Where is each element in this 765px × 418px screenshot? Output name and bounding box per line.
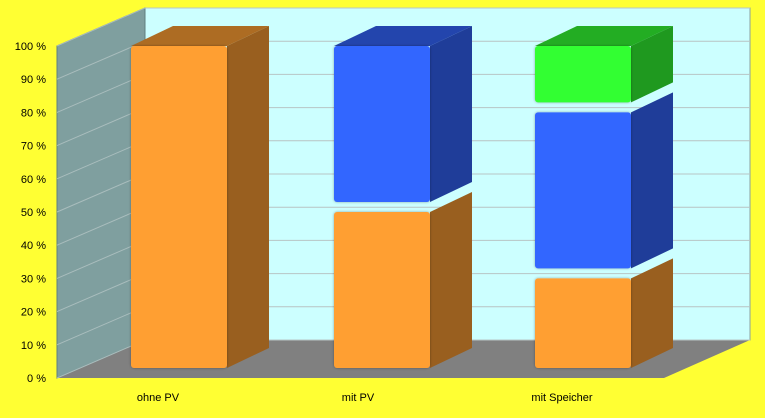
bar-side-face [631, 258, 673, 368]
y-tick-label: 80 % [21, 107, 46, 119]
y-tick-label: 100 % [15, 41, 46, 53]
bar-segment [334, 46, 430, 202]
bar-side-face [430, 192, 472, 368]
y-tick-label: 40 % [21, 240, 46, 252]
bar-segment [131, 46, 227, 368]
bar-segment [334, 212, 430, 368]
x-category-label: mit Speicher [531, 392, 592, 404]
gridline-side [56, 306, 146, 346]
bar-segment [535, 46, 631, 103]
gridline-side [56, 173, 146, 213]
y-tick-label: 60 % [21, 174, 46, 186]
bar-side-face [631, 26, 673, 103]
y-tick-label: 30 % [21, 273, 46, 285]
gridline-side [56, 73, 146, 113]
gridline-side [56, 7, 146, 47]
gridline-side [56, 206, 146, 246]
gridline-side [56, 339, 146, 379]
bar-segment [535, 278, 631, 368]
gridline-side [56, 273, 146, 313]
gridline-side [56, 239, 146, 279]
bar-segment [535, 112, 631, 269]
gridline-side [56, 107, 146, 147]
bar-side-face [430, 26, 472, 202]
x-category-label: mit PV [342, 392, 375, 404]
bar-top-face [334, 26, 472, 46]
bar-stack-2 [334, 26, 472, 368]
gridline-side [56, 140, 146, 180]
bar-stack-1 [131, 26, 269, 368]
bar-top-face [535, 26, 673, 46]
x-category-label: ohne PV [137, 392, 180, 404]
y-tick-label: 10 % [21, 340, 46, 352]
y-tick-label: 0 % [27, 373, 46, 385]
y-tick-label: 70 % [21, 141, 46, 153]
bar-stack-3 [535, 26, 673, 368]
bar-top-face [131, 26, 269, 46]
bar-side-face [227, 26, 269, 368]
bar-side-face [631, 92, 673, 269]
y-tick-label: 90 % [21, 74, 46, 86]
y-tick-label: 20 % [21, 307, 46, 319]
y-tick-label: 50 % [21, 207, 46, 219]
gridline-side [56, 40, 146, 80]
